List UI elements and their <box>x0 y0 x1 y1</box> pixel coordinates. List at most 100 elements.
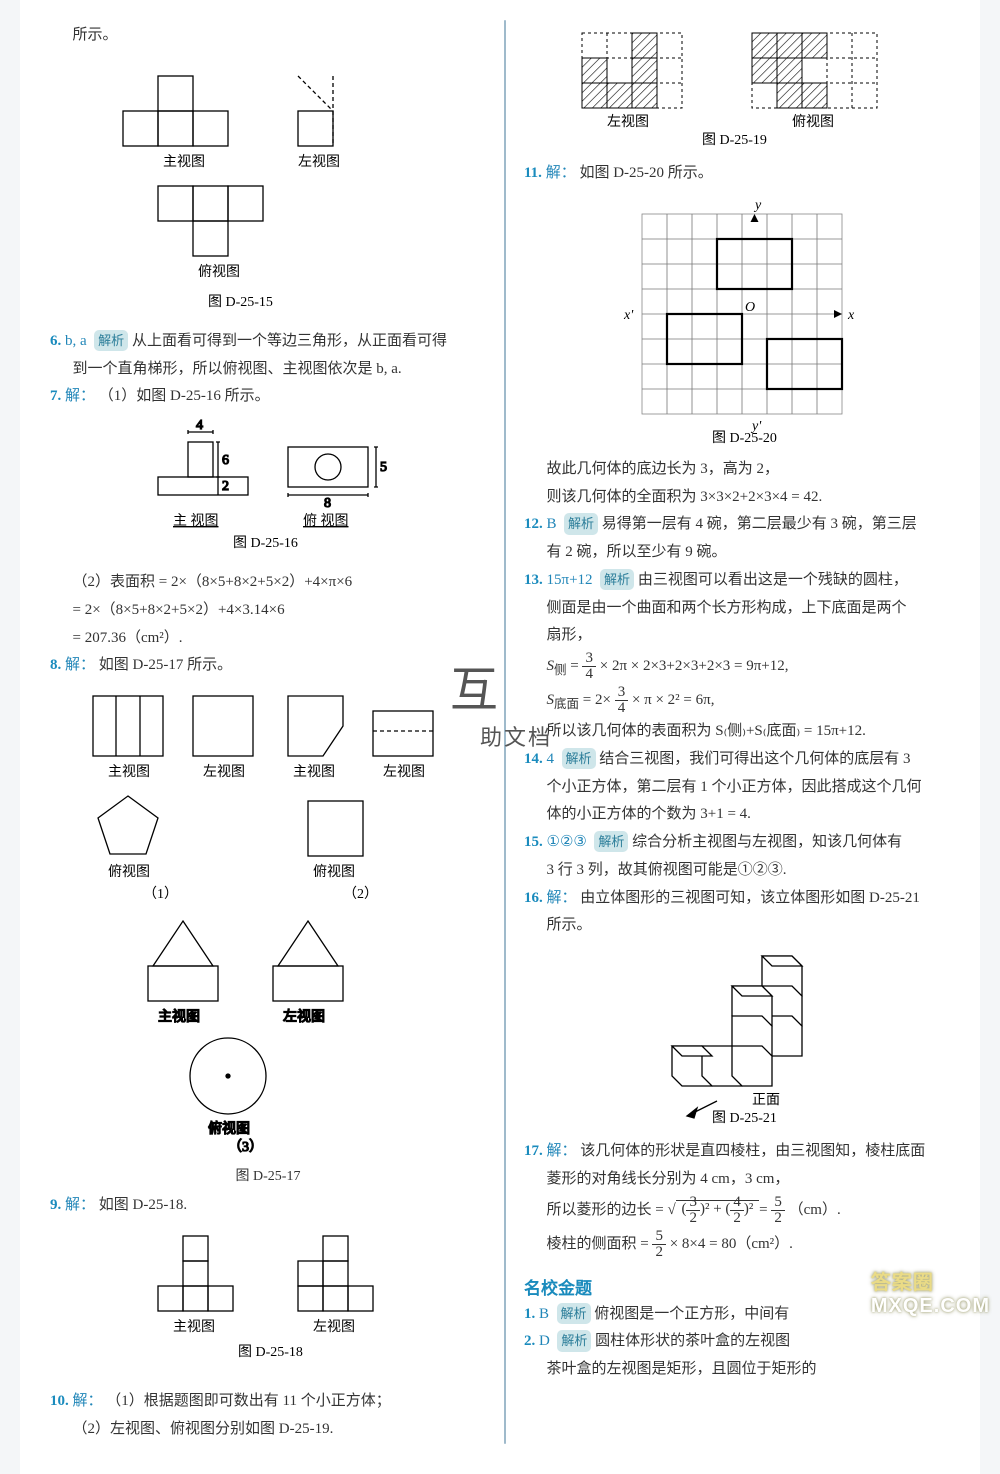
mq2: 2. D 解析 圆柱体形状的茶叶盒的左视图 <box>524 1329 960 1354</box>
q13-ans: 15π+12 <box>547 572 593 588</box>
q13-eq1: S侧 = 34 × 2π × 2×3+2×3+2×3 = 9π+12, <box>547 651 961 682</box>
left-column: 所示。 主视图 左视图 <box>50 20 486 1444</box>
figure-d25-17: 主视图 左视图 主视图 左视图 俯视图 俯视图 （1） （2） <box>50 686 486 1185</box>
q6-num: 6. <box>50 333 65 349</box>
svg-text:8: 8 <box>324 496 331 511</box>
q6-t2: 到一个直角梯形，所以俯视图、主视图依次是 b, a. <box>73 357 487 382</box>
q7: 7. 解： （1）如图 D-25-16 所示。 <box>50 384 486 409</box>
svg-text:主 视图: 主 视图 <box>173 513 219 529</box>
svg-text:左视图: 左视图 <box>298 154 340 170</box>
q6-t1: 从上面看可得到一个等边三角形，从正面看可得 <box>132 333 447 349</box>
q8-num: 8. <box>50 657 65 673</box>
svg-text:俯视图: 俯视图 <box>198 264 240 280</box>
svg-text:左视图: 左视图 <box>383 764 425 780</box>
q15-ans: ①②③ <box>547 834 587 850</box>
svg-text:2: 2 <box>222 479 229 494</box>
q11-l1: 故此几何体的底边长为 3，高为 2， <box>547 457 961 482</box>
mq1-text: 俯视图是一个正方形，中间有 <box>594 1306 789 1322</box>
fig20-svg: x' x y y' O 图 D-25-20 <box>592 194 892 444</box>
q11-num: 11. <box>524 165 546 181</box>
q14: 14. 4 解析 结合三视图，我们可得出这个几何体的底层有 3 <box>524 747 960 772</box>
q17-eq1: 所以菱形的边长 = √ (32)² + (42)² = 52 （cm）. <box>547 1195 961 1226</box>
q16: 16. 解： 由立体图形的三视图可知，该立体图形如图 D-25-21 <box>524 886 960 911</box>
figure-d25-15: 主视图 左视图 俯视图 图 D-25-15 <box>50 56 486 321</box>
q16-num: 16. <box>524 890 547 906</box>
q13: 13. 15π+12 解析 由三视图可以看出这是一个残缺的圆柱， <box>524 568 960 593</box>
q16-head: 解： <box>547 890 577 906</box>
q12: 12. B 解析 易得第一层有 4 碗，第二层最少有 3 碗，第三层 <box>524 512 960 537</box>
fig17-caption: 图 D-25-17 <box>50 1165 486 1185</box>
q14-t2: 个小正方体，第二层有 1 个小正方体，因此搭成这个几何 <box>547 775 961 800</box>
q8: 8. 解： 如图 D-25-17 所示。 <box>50 653 486 678</box>
wm-left: 答案圈 <box>871 1272 934 1294</box>
svg-text:O: O <box>745 300 755 315</box>
fig21-svg: 正面 图 D-25-21 <box>632 946 852 1126</box>
fig17-svg: 主视图 左视图 主视图 左视图 俯视图 俯视图 （1） （2） <box>63 686 473 1156</box>
q7-p1: （1）如图 D-25-16 所示。 <box>99 388 270 404</box>
q14-t3: 体的小正方体的个数为 3+1 = 4. <box>547 802 961 827</box>
q7-p2c: = 207.36（cm²）. <box>73 626 487 651</box>
q13-concl: 所以该几何体的表面积为 S₍侧₎+S₍底面₎ = 15π+12. <box>547 719 961 744</box>
svg-text:俯视图: 俯视图 <box>792 114 834 130</box>
q13-t3: 扇形， <box>547 623 961 648</box>
q13-jiexi: 解析 <box>600 569 634 590</box>
svg-text:图 D-25-15: 图 D-25-15 <box>208 295 273 310</box>
mq2-ans: D <box>539 1333 550 1349</box>
q13-t1: 由三视图可以看出这是一个残缺的圆柱， <box>638 572 908 588</box>
svg-text:（2）: （2） <box>343 886 378 902</box>
q17-eq2: 棱柱的侧面积 = 52 × 8×4 = 80（cm²）. <box>547 1229 961 1260</box>
q14-num: 14. <box>524 751 547 767</box>
mq1-jiexi: 解析 <box>557 1303 591 1324</box>
q15: 15. ①②③ 解析 综合分析主视图与左视图，知该几何体有 <box>524 830 960 855</box>
q12-t1: 易得第一层有 4 碗，第二层最少有 3 碗，第三层 <box>602 516 917 532</box>
column-divider <box>504 20 506 1444</box>
svg-text:x: x <box>847 308 855 323</box>
q6-ans: b, a <box>65 333 87 349</box>
line-top: 所示。 <box>73 23 487 48</box>
q8-text: 如图 D-25-17 所示。 <box>99 657 232 673</box>
q10-num: 10. <box>50 1393 73 1409</box>
q9-num: 9. <box>50 1197 65 1213</box>
q9: 9. 解： 如图 D-25-18. <box>50 1193 486 1218</box>
q10-p1: （1）根据题图即可数出有 11 个小正方体； <box>106 1393 390 1409</box>
q8-head: 解： <box>65 657 95 673</box>
q9-text: 如图 D-25-18. <box>99 1197 187 1213</box>
q14-t1: 结合三视图，我们可得出这个几何体的底层有 3 <box>599 751 910 767</box>
q13-num: 13. <box>524 572 547 588</box>
svg-text:俯视图: 俯视图 <box>108 864 150 880</box>
q10-head: 解： <box>73 1393 103 1409</box>
q11-text: 如图 D-25-20 所示。 <box>579 165 712 181</box>
figure-d25-19: 左视图 俯视图 图 D-25-19 <box>524 28 960 153</box>
q11-l2: 则该几何体的全面积为 3×3×2+2×3×4 = 42. <box>547 485 961 510</box>
svg-text:（1）: （1） <box>143 886 178 902</box>
q11-head: 解： <box>546 165 576 181</box>
mq2-t1: 圆柱体形状的茶叶盒的左视图 <box>595 1333 790 1349</box>
svg-text:图 D-25-20: 图 D-25-20 <box>712 431 777 444</box>
svg-text:主视图: 主视图 <box>163 154 205 170</box>
svg-text:6: 6 <box>222 453 229 468</box>
q11: 11. 解： 如图 D-25-20 所示。 <box>524 161 960 186</box>
mq2-jiexi: 解析 <box>557 1330 591 1351</box>
q17-t2: 菱形的对角线长分别为 4 cm，3 cm， <box>547 1167 961 1192</box>
figure-d25-21: 正面 图 D-25-21 <box>524 946 960 1131</box>
svg-text:左视图: 左视图 <box>283 1009 325 1025</box>
svg-text:俯视图: 俯视图 <box>313 864 355 880</box>
q15-t2: 3 行 3 列，故其俯视图可能是①②③. <box>547 858 961 883</box>
fig19-svg: 左视图 俯视图 图 D-25-19 <box>552 28 932 148</box>
q17-head: 解： <box>547 1143 577 1159</box>
q10: 10. 解： （1）根据题图即可数出有 11 个小正方体； <box>50 1389 486 1414</box>
q14-jiexi: 解析 <box>562 748 596 769</box>
wm-right: MXQE.COM <box>871 1295 990 1317</box>
mq1-ans: B <box>539 1306 549 1322</box>
svg-text:图 D-25-18: 图 D-25-18 <box>238 1345 303 1360</box>
mq2-num: 2. <box>524 1333 539 1349</box>
q6-jiexi: 解析 <box>94 330 128 351</box>
q17: 17. 解： 该几何体的形状是直四棱柱，由三视图知，棱柱底面 <box>524 1139 960 1164</box>
svg-text:主视图: 主视图 <box>158 1009 200 1025</box>
q13-eq2: S底面 = 2× 34 × π × 2² = 6π, <box>547 685 961 716</box>
figure-d25-16: 4 6 2 8 5 主 视图 <box>50 417 486 562</box>
q9-head: 解： <box>65 1197 95 1213</box>
svg-text:左视图: 左视图 <box>203 764 245 780</box>
q7-head: 解： <box>65 388 95 404</box>
svg-text:4: 4 <box>196 418 203 433</box>
